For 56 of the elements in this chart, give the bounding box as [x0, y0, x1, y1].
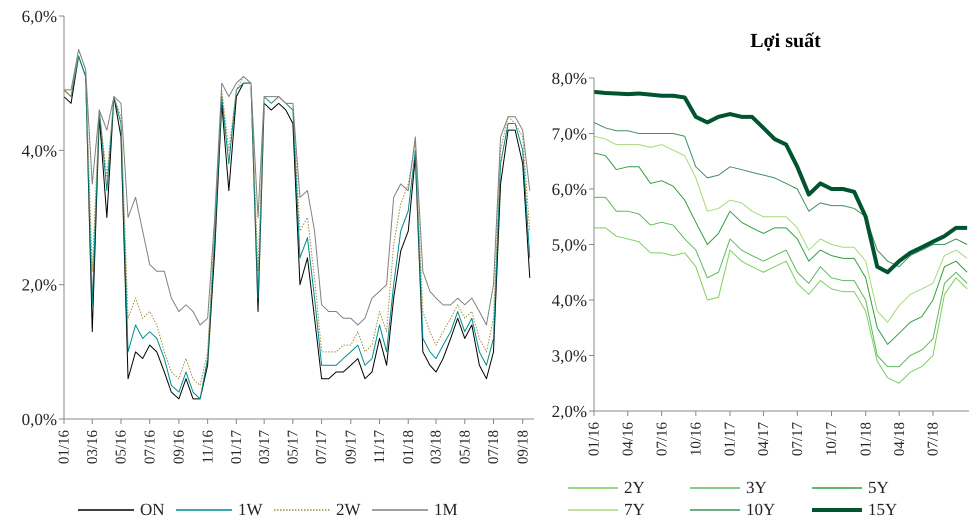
line-series: [594, 196, 968, 368]
x-tick-label: 04/16: [620, 422, 636, 456]
y-tick-label: 2,0%: [552, 402, 587, 422]
x-tick-label: 05/18: [457, 430, 474, 464]
y-tick-label: 5,0%: [552, 236, 587, 255]
line-series: [594, 122, 968, 268]
y-tick-label: 4,0%: [22, 141, 57, 160]
y-tick-label: 6,0%: [22, 7, 57, 26]
x-tick-label: 03/17: [256, 430, 273, 464]
y-tick-label: 3,0%: [552, 346, 587, 366]
x-tick-label: 04/18: [892, 422, 908, 456]
line-series: [594, 136, 968, 323]
y-tick-label: 7,0%: [552, 124, 587, 144]
legend-label: 3Y: [746, 478, 767, 498]
x-tick-label: 07/17: [314, 430, 330, 464]
x-tick-label: 01/17: [722, 422, 739, 456]
x-tick-label: 01/18: [858, 422, 874, 456]
x-tick-label: 10/17: [824, 422, 840, 456]
x-tick-label: 09/16: [172, 430, 188, 464]
x-tick-label: 07/17: [790, 422, 806, 456]
legend-label: 10Y: [746, 500, 776, 520]
legend-label: 2W: [336, 500, 361, 520]
x-tick-label: 01/18: [400, 430, 417, 464]
legend-label: ON: [140, 500, 165, 520]
x-tick-label: 11/16: [200, 430, 216, 464]
legend-label: 5Y: [868, 478, 889, 498]
x-tick-label: 01/16: [586, 422, 603, 456]
x-tick-label: 07/18: [926, 422, 942, 456]
line-series: [594, 90, 969, 274]
y-tick-label: 0,0%: [22, 410, 57, 430]
line-series: [594, 227, 968, 384]
x-tick-label: 01/17: [229, 430, 246, 464]
x-tick-label: 01/16: [56, 430, 73, 464]
legend-label: 1M: [434, 500, 458, 520]
x-tick-label: 07/16: [142, 430, 158, 464]
y-tick-label: 2,0%: [22, 276, 57, 295]
x-tick-label: 10/16: [688, 422, 704, 456]
y-tick-label: 4,0%: [552, 291, 587, 310]
x-tick-label: 04/17: [756, 422, 772, 456]
x-tick-label: 09/17: [343, 430, 360, 464]
x-tick-label: 03/16: [84, 430, 101, 464]
legend-label: 7Y: [624, 500, 645, 520]
line-series: [594, 152, 968, 345]
y-tick-label: 6,0%: [552, 180, 587, 200]
x-tick-label: 05/17: [286, 430, 302, 464]
x-tick-label: 05/16: [114, 430, 130, 464]
chart-title: Lợi suất: [749, 30, 822, 53]
legend-label: 2Y: [624, 478, 645, 498]
x-tick-label: 11/17: [372, 430, 388, 464]
legend-label: 1W: [238, 500, 263, 520]
x-tick-label: 03/18: [428, 430, 445, 464]
y-tick-label: 8,0%: [552, 69, 587, 88]
x-tick-label: 09/18: [515, 430, 532, 464]
legend-label: 15Y: [868, 500, 898, 520]
x-tick-label: 07/16: [654, 422, 670, 456]
x-tick-label: 07/18: [486, 430, 502, 464]
